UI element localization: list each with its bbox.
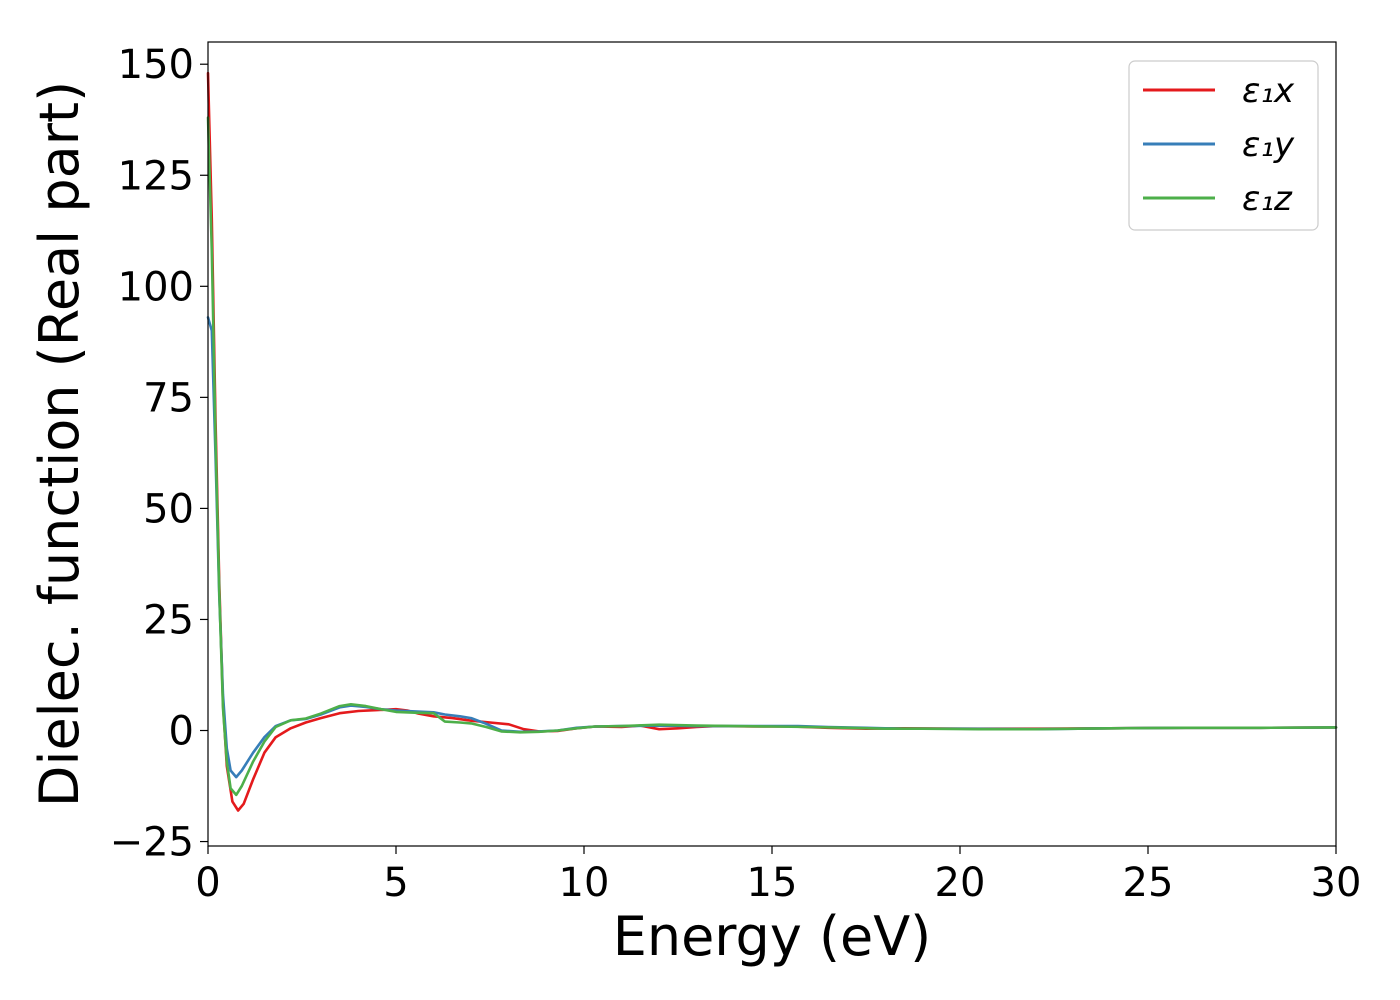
y-tick-label: 0 <box>169 709 194 755</box>
legend-box <box>1128 60 1319 231</box>
legend-label-1: ε₁x <box>1242 71 1295 111</box>
x-tick-label: 15 <box>747 860 798 906</box>
x-tick-label: 30 <box>1311 860 1362 906</box>
y-axis-ticks: −25 0 25 50 75 100 125 150 <box>110 42 208 866</box>
legend-label-2: ε₁y <box>1242 125 1295 165</box>
y-tick-label: 100 <box>118 264 194 310</box>
x-tick-label: 20 <box>935 860 986 906</box>
x-tick-label: 10 <box>559 860 610 906</box>
x-tick-label: 5 <box>383 860 408 906</box>
x-tick-label: 0 <box>195 860 220 906</box>
x-tick-label: 25 <box>1123 860 1174 906</box>
y-tick-label: −25 <box>110 820 194 866</box>
x-axis-label: Energy (eV) <box>613 905 932 968</box>
series-lines <box>206 71 1338 812</box>
y-tick-label: 125 <box>118 153 194 199</box>
y-tick-label: 25 <box>143 597 194 643</box>
y-tick-label: 50 <box>143 486 194 532</box>
series-line-3 <box>206 116 1338 797</box>
y-tick-label: 75 <box>143 375 194 421</box>
x-axis-ticks: 0 5 10 15 20 25 30 <box>195 846 1361 906</box>
legend: ε₁x ε₁y ε₁z <box>1128 60 1319 231</box>
y-axis-label: Dielec. function (Real part) <box>28 81 91 807</box>
legend-label-3: ε₁z <box>1242 179 1293 219</box>
y-tick-label: 150 <box>118 42 194 88</box>
